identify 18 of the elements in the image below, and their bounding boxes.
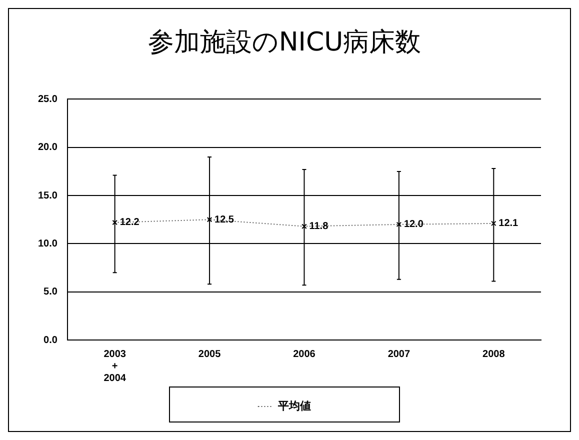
y-tick-label: 20.0 [38, 142, 58, 154]
y-tick-label: 5.0 [44, 286, 58, 298]
x-tick-label: 2008 [482, 348, 506, 360]
data-label: 12.0 [404, 219, 424, 230]
chart-title: 参加施設のNICU病床数 [148, 27, 422, 58]
x-tick-label: 2006 [293, 348, 316, 360]
data-label: 12.1 [498, 218, 519, 230]
data-label: 12.2 [120, 217, 140, 228]
data-label: 12.5 [214, 214, 234, 226]
y-tick-label: 15.0 [38, 190, 58, 202]
y-tick-label: 10.0 [38, 238, 58, 250]
data-label: 11.8 [309, 221, 329, 232]
legend-label: 平均値 [276, 399, 311, 412]
y-tick-label: 0.0 [44, 334, 58, 346]
y-tick-label: 25.0 [38, 94, 58, 105]
x-tick-label: 2003 + 2004 [104, 348, 126, 384]
x-tick-label: 2005 [198, 348, 222, 360]
x-tick-label: 2007 [388, 348, 410, 360]
